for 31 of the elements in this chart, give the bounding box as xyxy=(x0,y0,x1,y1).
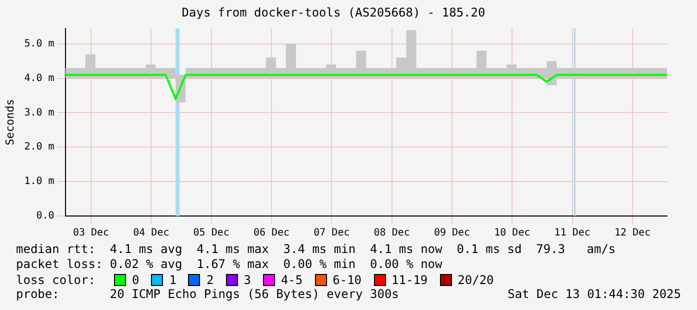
x-tick-label: 03 Dec xyxy=(72,228,110,239)
y-tick-label: 1.0 m xyxy=(24,176,54,188)
x-tick-label: 09 Dec xyxy=(434,228,470,239)
text: 1 xyxy=(169,272,176,286)
y-tick-label: 3.0 m xyxy=(24,107,54,118)
text: median rtt: 4.1 ms avg 4.1 ms max 3.4 ms min 4.1 ms now 0.1 ms sd 79.3 am/s xyxy=(16,242,617,257)
x-tick-label: 05 Dec xyxy=(193,228,230,239)
text: loss color: xyxy=(16,272,96,286)
text: 20/20 xyxy=(458,272,494,286)
y-tick-label: 5.0 m xyxy=(24,38,54,50)
text: probe: 20 ICMP Echo Pings (56 Bytes) every 300s xyxy=(16,287,399,302)
y-tick-label: 0.0 xyxy=(36,210,54,222)
x-tick-label: 07 Dec xyxy=(314,228,350,239)
x-tick-label: 04 Dec xyxy=(133,228,170,239)
text: 6-10 xyxy=(332,272,362,286)
text: 0 xyxy=(132,272,140,286)
x-tick-label: 06 Dec xyxy=(253,228,290,239)
text: 2 xyxy=(206,272,214,286)
text: Sat Dec 13 01:44:30 2025 xyxy=(508,287,681,302)
y-tick-label: 2.0 m xyxy=(24,142,54,153)
x-tick-label: 10 Dec xyxy=(494,228,530,239)
text: packet loss: 0.02 % avg 1.67 % max 0.00 % min 0.00 % now xyxy=(16,257,444,272)
x-tick-label: 11 Dec xyxy=(554,228,590,239)
text: 11-19 xyxy=(392,272,428,286)
text: 4-5 xyxy=(280,272,303,286)
chart-title: Days from docker-tools (AS205668) - 185.20 xyxy=(182,5,486,20)
text: 3 xyxy=(244,272,251,286)
x-tick-label: 12 Dec xyxy=(614,228,651,239)
x-tick-label: 08 Dec xyxy=(374,228,410,239)
y-tick-label: 4.0 m xyxy=(24,72,54,84)
y-axis-title: Seconds xyxy=(3,99,16,146)
